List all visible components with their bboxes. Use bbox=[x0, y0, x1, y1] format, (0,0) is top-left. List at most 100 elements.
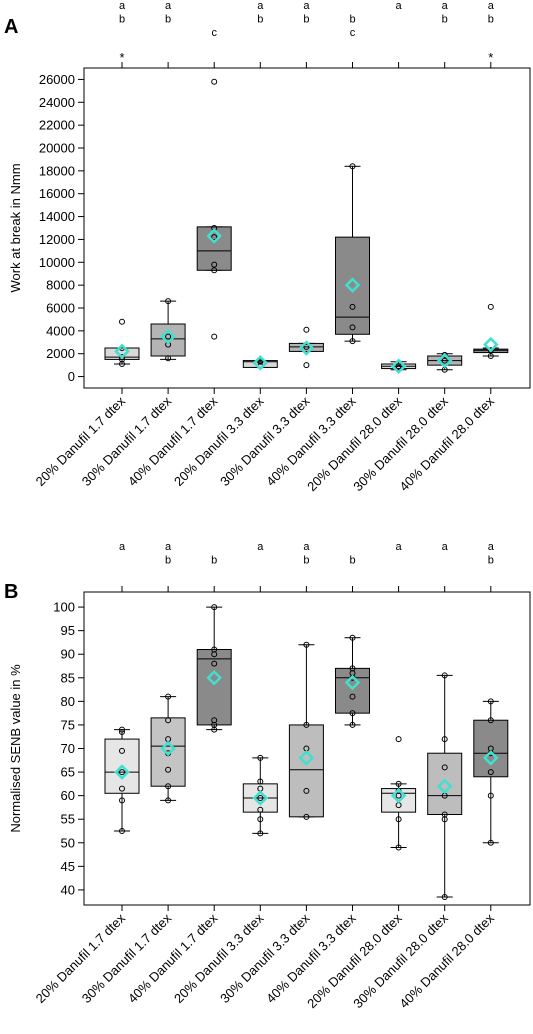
y-tick-label: 4000 bbox=[46, 323, 75, 338]
x-tick-label: 20% Danufil 3.3 dtex bbox=[171, 910, 267, 1006]
data-point bbox=[211, 651, 218, 658]
significance-star: * bbox=[488, 50, 493, 65]
mean-marker bbox=[483, 336, 499, 353]
data-point bbox=[119, 747, 125, 754]
data-point bbox=[119, 354, 125, 361]
data-point bbox=[119, 361, 125, 367]
data-point bbox=[165, 797, 172, 804]
y-tick-label: 85 bbox=[61, 670, 75, 685]
data-point bbox=[165, 717, 172, 724]
y-tick-label: 6000 bbox=[46, 301, 75, 316]
y-tick-label: 2000 bbox=[46, 346, 75, 361]
mean-marker bbox=[252, 790, 269, 806]
y-tick-label: 75 bbox=[61, 717, 75, 732]
significance-letter: a bbox=[396, 541, 403, 553]
y-tick-label: 26000 bbox=[39, 72, 75, 87]
y-tick-label: 20000 bbox=[39, 141, 75, 156]
y-tick-label: 40 bbox=[61, 882, 75, 897]
data-point bbox=[303, 641, 310, 648]
data-point bbox=[211, 261, 218, 268]
significance-letter: c bbox=[211, 27, 217, 39]
data-point bbox=[257, 830, 264, 837]
data-point bbox=[303, 326, 310, 333]
significance-letter: a bbox=[488, 541, 495, 553]
y-tick-label: 18000 bbox=[39, 163, 75, 178]
significance-letter: b bbox=[165, 555, 171, 567]
significance-letter: a bbox=[396, 0, 403, 12]
box bbox=[150, 323, 186, 357]
data-point bbox=[257, 806, 264, 813]
data-point bbox=[119, 785, 125, 792]
data-point bbox=[165, 355, 172, 362]
data-point bbox=[211, 726, 218, 733]
y-tick-label: 0 bbox=[68, 369, 75, 384]
data-point bbox=[487, 698, 494, 705]
significance-letter: a bbox=[165, 541, 172, 553]
significance-letter: b bbox=[303, 14, 309, 26]
mean-marker bbox=[298, 340, 315, 356]
mean-marker bbox=[344, 674, 361, 691]
y-tick-label: 12000 bbox=[39, 232, 75, 247]
significance-star: * bbox=[119, 50, 124, 65]
mean-marker bbox=[114, 764, 130, 780]
data-point bbox=[165, 333, 172, 340]
data-point bbox=[303, 343, 310, 350]
significance-letter: a bbox=[488, 0, 495, 12]
y-tick-label: 8000 bbox=[46, 278, 75, 293]
mean-marker bbox=[252, 355, 269, 371]
y-tick-label: 100 bbox=[53, 600, 75, 615]
y-tick-label: 14000 bbox=[39, 209, 75, 224]
x-tick-label: 30% Danufil 3.3 dtex bbox=[217, 393, 313, 489]
mean-marker bbox=[206, 670, 222, 686]
data-point bbox=[349, 721, 356, 728]
data-point bbox=[349, 163, 356, 170]
x-tick-label: 20% Danufil 1.7 dtex bbox=[33, 910, 129, 1006]
x-tick-label: 40% Danufil 28.0 dtex bbox=[396, 393, 497, 494]
data-point bbox=[395, 363, 402, 370]
y-tick-label: 80 bbox=[61, 694, 75, 709]
data-point bbox=[303, 813, 310, 820]
data-point bbox=[441, 357, 448, 364]
significance-letter: b bbox=[442, 14, 448, 26]
mean-marker bbox=[436, 352, 453, 369]
significance-letter: a bbox=[442, 541, 449, 553]
y-axis-label: Work at break in Nmm bbox=[8, 163, 23, 292]
mean-marker bbox=[114, 343, 130, 360]
box bbox=[150, 717, 186, 787]
panel-label: B bbox=[4, 581, 18, 603]
mean-marker bbox=[344, 277, 361, 293]
data-point bbox=[441, 736, 448, 743]
data-point bbox=[349, 634, 356, 641]
data-point bbox=[441, 764, 448, 771]
data-point bbox=[303, 362, 310, 369]
box bbox=[335, 236, 370, 335]
box bbox=[473, 719, 509, 778]
data-point bbox=[165, 693, 172, 700]
x-tick-label: 40% Danufil 3.3 dtex bbox=[263, 393, 359, 489]
data-point bbox=[211, 267, 218, 274]
data-point bbox=[119, 797, 125, 804]
data-point bbox=[395, 736, 402, 743]
data-point bbox=[165, 298, 172, 305]
data-point bbox=[211, 78, 218, 85]
mean-marker bbox=[436, 778, 453, 794]
data-point bbox=[119, 318, 125, 325]
significance-letter: a bbox=[119, 0, 126, 12]
data-point bbox=[349, 710, 356, 717]
y-tick-label: 22000 bbox=[39, 118, 75, 133]
box bbox=[427, 752, 463, 815]
data-point bbox=[165, 783, 172, 790]
mean-marker bbox=[160, 328, 176, 345]
data-point bbox=[257, 778, 264, 785]
data-point bbox=[487, 303, 494, 310]
y-tick-label: 95 bbox=[61, 623, 75, 638]
significance-letter: b bbox=[349, 555, 355, 567]
significance-letter: b bbox=[488, 14, 494, 26]
mean-marker bbox=[206, 228, 222, 244]
data-point bbox=[211, 234, 218, 241]
data-point bbox=[487, 353, 494, 359]
y-tick-label: 45 bbox=[61, 859, 75, 874]
data-point bbox=[441, 672, 448, 679]
data-point bbox=[441, 351, 448, 358]
data-point bbox=[211, 604, 218, 611]
